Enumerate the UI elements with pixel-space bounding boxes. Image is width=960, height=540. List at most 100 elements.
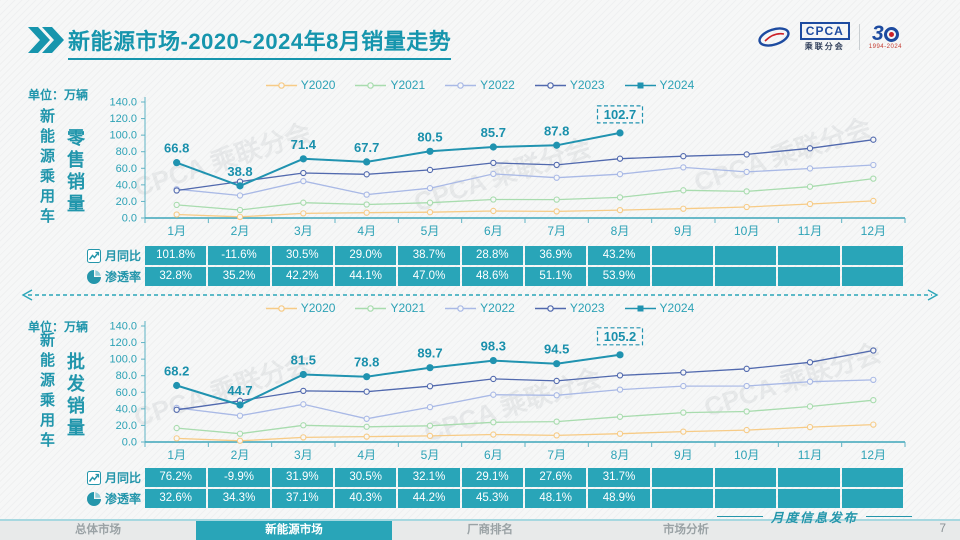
line-chart-icon (86, 470, 101, 485)
table-cell: 76.2% (145, 468, 207, 487)
svg-text:5月: 5月 (421, 224, 440, 238)
svg-text:6月: 6月 (484, 448, 503, 462)
svg-text:40.0: 40.0 (116, 403, 137, 415)
table-cell: 47.0% (398, 267, 460, 286)
wholesale-line-chart: 0.0 20.0 40.0 60.0 80.0 100.0 120.0 140.0 1月 2月 3月… (109, 321, 906, 462)
svg-text:68.2: 68.2 (164, 363, 189, 378)
unit-label: 单位：万辆 (28, 320, 89, 334)
line-chart-icon (86, 248, 101, 263)
cpca-logo-text: CPCA (799, 22, 850, 40)
legend-marker-icon (534, 304, 566, 312)
table-cell: 29.0% (334, 246, 397, 265)
svg-text:8月: 8月 (611, 448, 630, 462)
metric-row-label: 月同比 (0, 246, 141, 265)
svg-text:105.2: 105.2 (604, 329, 637, 344)
table-cell (841, 468, 903, 487)
pie-chart-icon (86, 269, 101, 284)
legend-marker-icon (265, 304, 297, 312)
footer-nav: 总体市场 新能源市场 厂商排名 市场分析 (0, 519, 960, 540)
table-cell: 28.8% (461, 246, 523, 265)
table-cell: 51.1% (524, 267, 587, 286)
page-number: 7 (939, 521, 946, 535)
svg-text:60.0: 60.0 (116, 163, 137, 175)
svg-text:66.8: 66.8 (164, 141, 189, 156)
page-title: 新能源市场-2020~2024年8月销量走势 (68, 24, 452, 60)
legend-item-y2022: Y2022 (445, 301, 515, 315)
tab-oem-ranking[interactable]: 厂商排名 (467, 524, 513, 536)
legend-marker-icon (624, 305, 656, 311)
table-cell: 27.6% (524, 468, 587, 487)
svg-text:12月: 12月 (861, 448, 886, 462)
table-cell (714, 489, 777, 508)
svg-text:4月: 4月 (357, 448, 376, 462)
table-cell: 42.2% (271, 267, 333, 286)
svg-text:100.0: 100.0 (109, 354, 137, 366)
legend-marker-icon (534, 81, 566, 89)
table-cell: 34.3% (208, 489, 270, 508)
table-cell: 30.5% (271, 246, 333, 265)
svg-text:100.0: 100.0 (109, 130, 137, 142)
svg-text:85.7: 85.7 (481, 125, 506, 140)
svg-text:1月: 1月 (167, 224, 186, 238)
tab-market-analysis[interactable]: 市场分析 (663, 524, 709, 536)
section-separator-arrow (21, 289, 939, 301)
metric-row-label: 渗透率 (0, 489, 141, 508)
wholesale-metrics-table: 月同比 76.2% -9.9% 31.9% 30.5% 32.1% 29.1% 27.6% 31… (0, 468, 960, 508)
svg-text:71.4: 71.4 (291, 137, 317, 152)
legend-marker-icon (265, 81, 297, 89)
svg-text:0.0: 0.0 (122, 213, 137, 225)
table-cell (651, 246, 713, 265)
svg-text:2月: 2月 (231, 224, 250, 238)
svg-text:80.5: 80.5 (417, 129, 442, 144)
anniversary-years: 1994-2024 (868, 44, 902, 50)
svg-text:140.0: 140.0 (109, 97, 137, 109)
metric-row: 月同比 76.2% -9.9% 31.9% 30.5% 32.1% 29.1% 27.6% 31… (0, 468, 960, 487)
svg-text:120.0: 120.0 (109, 337, 137, 349)
legend-marker-icon (445, 81, 477, 89)
page-title-suffix: -2020~2024年8月销量走势 (180, 29, 452, 54)
legend-marker-icon (445, 304, 477, 312)
legend-item-y2022: Y2022 (445, 78, 515, 92)
legend-item-y2024: Y2024 (624, 78, 694, 92)
release-dash-right (866, 516, 912, 517)
table-cell (714, 468, 777, 487)
table-cell: 29.1% (461, 468, 523, 487)
table-cell: 30.5% (334, 468, 397, 487)
axis-side-label: 新能源乘用车 (38, 332, 55, 452)
svg-text:67.7: 67.7 (354, 140, 379, 155)
svg-text:94.5: 94.5 (544, 342, 569, 357)
table-cell: 48.9% (588, 489, 650, 508)
double-chevron-icon (28, 27, 64, 53)
pie-chart-icon (86, 491, 101, 506)
svg-text:1月: 1月 (167, 448, 186, 462)
table-cell: 32.6% (145, 489, 207, 508)
table-cell (714, 246, 777, 265)
legend-item-y2020: Y2020 (265, 78, 335, 92)
svg-text:44.7: 44.7 (227, 383, 252, 398)
svg-text:98.3: 98.3 (481, 339, 506, 354)
anniversary-ring-icon (883, 26, 899, 42)
svg-text:5月: 5月 (421, 448, 440, 462)
svg-text:87.8: 87.8 (544, 123, 569, 138)
svg-text:89.7: 89.7 (417, 346, 442, 361)
header: 新能源市场-2020~2024年8月销量走势 CPCA 乘联分会 3 1994-… (0, 0, 960, 66)
metric-label-wholesale: 批发销量 (65, 352, 85, 440)
table-cell: 35.2% (208, 267, 270, 286)
table-cell: 44.1% (334, 267, 397, 286)
table-cell (778, 468, 840, 487)
legend-item-y2023: Y2023 (534, 301, 605, 315)
legend-item-y2020: Y2020 (265, 301, 335, 315)
legend-marker-icon (624, 82, 656, 88)
table-cell (778, 246, 840, 265)
table-cell: 44.2% (398, 489, 460, 508)
svg-text:11月: 11月 (798, 448, 822, 462)
svg-text:8月: 8月 (611, 224, 630, 238)
release-dash-left (716, 516, 763, 517)
table-cell (651, 489, 713, 508)
svg-text:9月: 9月 (674, 448, 693, 462)
svg-text:20.0: 20.0 (116, 420, 137, 432)
tab-overall-market[interactable]: 总体市场 (75, 524, 121, 536)
tab-nev-market[interactable]: 新能源市场 (196, 521, 392, 540)
org-logos: CPCA 乘联分会 3 1994-2024 (757, 22, 902, 52)
table-cell: 38.7% (398, 246, 460, 265)
